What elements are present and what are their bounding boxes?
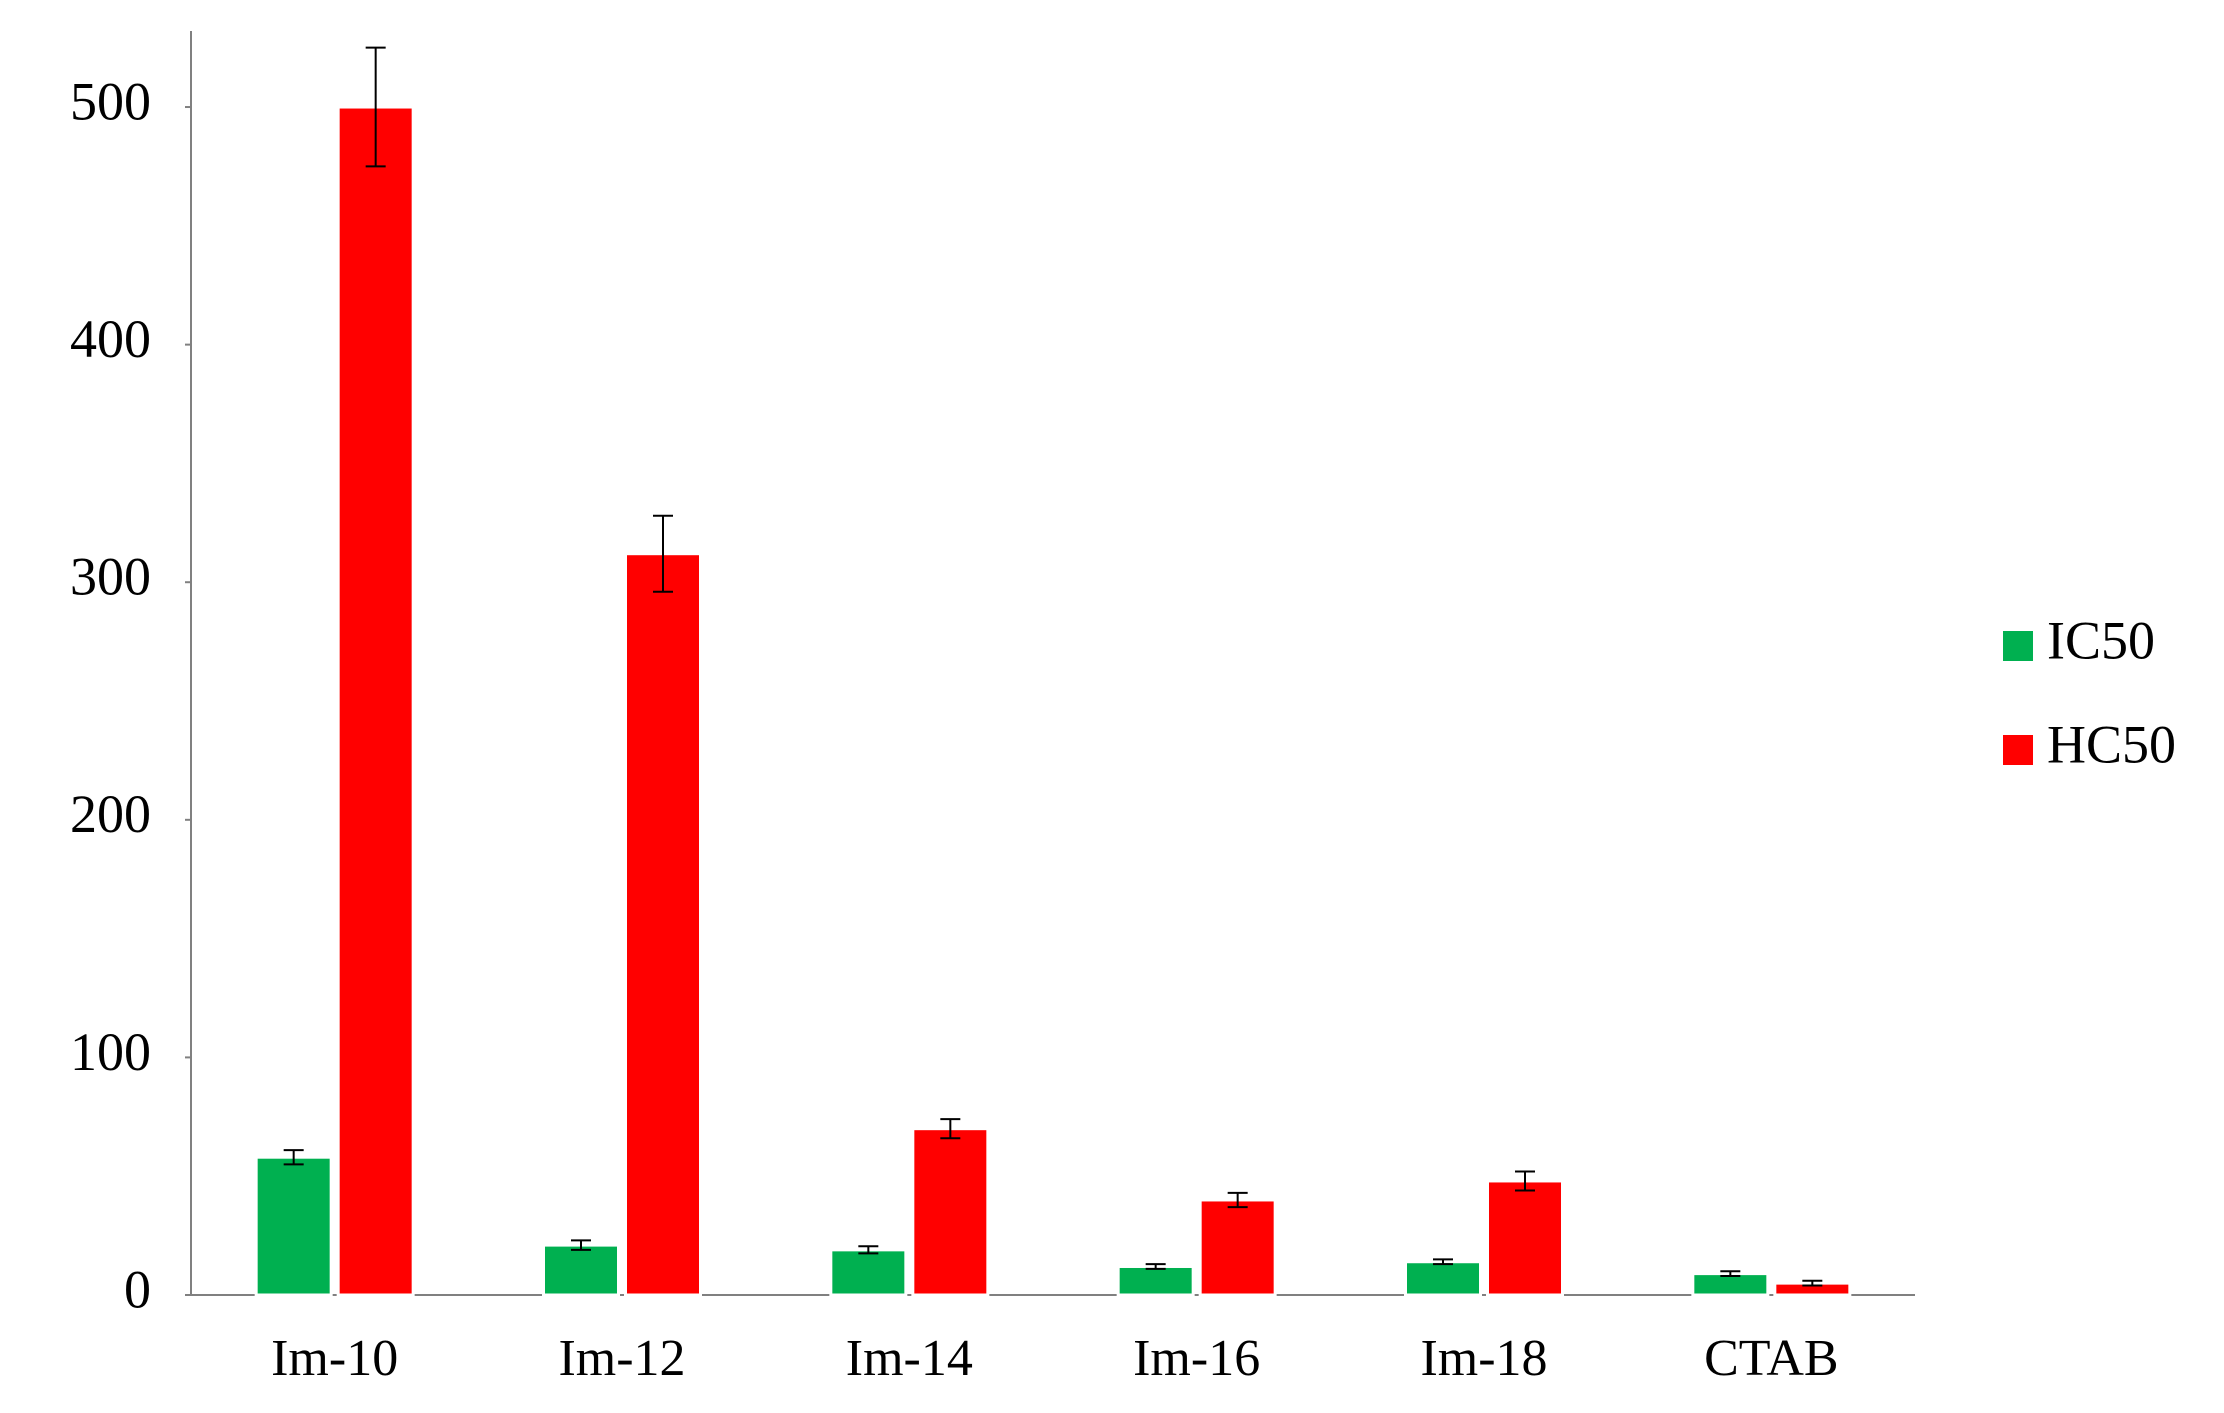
error-bar	[858, 1245, 879, 1255]
error-bar	[1515, 1170, 1535, 1192]
error-bar	[1227, 1191, 1248, 1209]
legend-swatch	[2003, 735, 2033, 765]
bar	[1198, 1198, 1277, 1297]
bar	[1116, 1264, 1195, 1297]
bar	[542, 1243, 620, 1297]
bar	[1404, 1260, 1482, 1297]
bar	[624, 552, 702, 1297]
legend-label: HC50	[2047, 714, 2176, 774]
bar	[336, 105, 415, 1297]
error-bar	[940, 1118, 961, 1140]
error-bar	[1802, 1279, 1823, 1287]
x-tick-label: CTAB	[1704, 1330, 1839, 1387]
error-bar	[653, 514, 673, 593]
error-bar	[365, 46, 386, 168]
x-tick-label: Im-16	[1133, 1330, 1260, 1387]
y-tick-label: 300	[70, 547, 151, 607]
legend-swatch	[2003, 631, 2033, 661]
bar	[829, 1248, 908, 1297]
x-tick-label: Im-10	[271, 1330, 398, 1387]
legend-label: IC50	[2047, 610, 2155, 670]
y-tick-label: 0	[124, 1259, 151, 1319]
error-bar	[1720, 1270, 1741, 1277]
x-tick-label: Im-12	[558, 1330, 685, 1387]
y-tick-label: 200	[70, 784, 151, 844]
error-bar	[571, 1239, 591, 1251]
y-tick-label: 500	[70, 71, 151, 131]
error-bar	[1433, 1258, 1453, 1266]
y-tick-label: 100	[70, 1022, 151, 1082]
bar	[1486, 1179, 1564, 1297]
error-bar	[1145, 1263, 1166, 1270]
x-tick-label: Im-18	[1420, 1330, 1547, 1387]
bar	[911, 1127, 990, 1297]
y-tick-label: 400	[70, 309, 151, 369]
error-bar	[283, 1149, 304, 1166]
x-tick-label: Im-14	[846, 1330, 973, 1387]
bar	[254, 1155, 333, 1297]
